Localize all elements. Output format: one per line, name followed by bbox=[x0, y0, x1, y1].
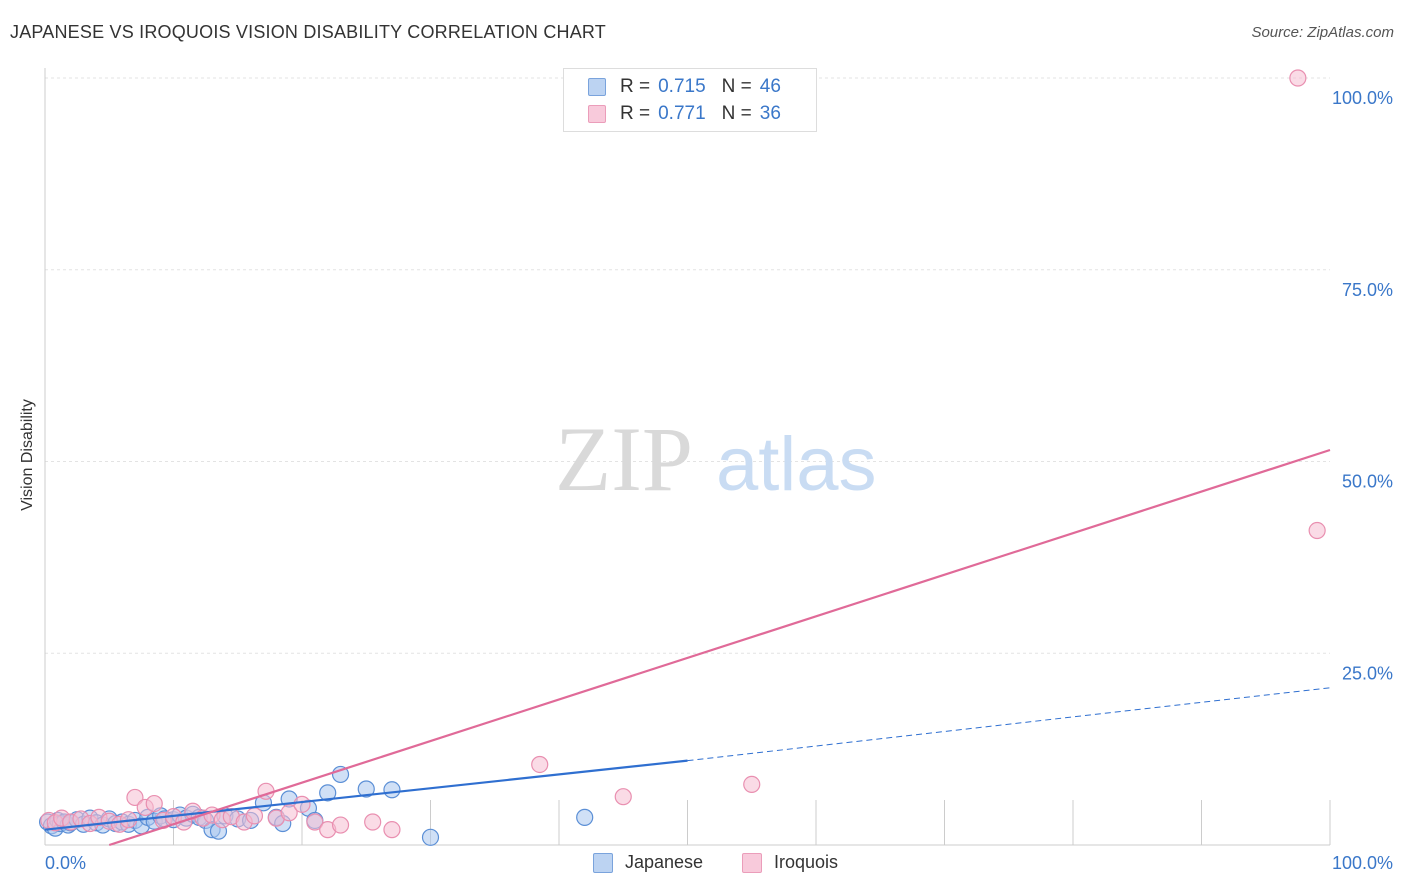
iroquois-point bbox=[743, 775, 761, 794]
trend-lines bbox=[44, 448, 1331, 847]
iroquois-swatch bbox=[588, 105, 606, 123]
r-value: 0.771 bbox=[658, 103, 706, 124]
n-value: 36 bbox=[759, 103, 781, 124]
japanese-trend-line bbox=[44, 759, 688, 831]
japanese-point bbox=[357, 780, 375, 798]
data-points bbox=[38, 69, 1326, 846]
iroquois-point bbox=[1308, 521, 1326, 540]
iroquois-legend-swatch bbox=[742, 852, 762, 873]
japanese-point bbox=[421, 828, 440, 846]
tick-labels: 25.0% 50.0% 75.0% 100.0% 0.0% 100.0% bbox=[45, 88, 1393, 873]
y-axis-label: Vision Disability bbox=[19, 399, 36, 511]
r-value: 0.715 bbox=[658, 76, 706, 97]
n-value: 46 bbox=[759, 76, 781, 97]
iroquois-point bbox=[531, 755, 549, 774]
watermark-atlas: atlas bbox=[716, 422, 877, 507]
iroquois-point bbox=[245, 807, 264, 825]
chart-source: Source: ZipAtlas.com bbox=[1251, 24, 1394, 41]
stats-row-japanese: R = 0.715 N = 46 bbox=[588, 75, 781, 99]
r-label: R = bbox=[620, 103, 651, 124]
japanese-point bbox=[383, 781, 401, 799]
stats-row-iroquois: R = 0.771 N = 36 bbox=[588, 102, 781, 126]
iroquois-point bbox=[383, 821, 401, 839]
iroquois-point bbox=[293, 795, 311, 813]
iroquois-point bbox=[364, 813, 382, 831]
iroquois-point bbox=[306, 813, 324, 831]
legend-item-iroquois: Iroquois bbox=[742, 852, 838, 873]
japanese-trend-extension bbox=[687, 687, 1331, 762]
r-label: R = bbox=[620, 76, 651, 97]
n-label: N = bbox=[721, 76, 752, 97]
x-tick-label: 0.0% bbox=[45, 853, 86, 873]
legend-item-japanese: Japanese bbox=[593, 852, 703, 873]
watermark-zip: ZIP bbox=[555, 408, 693, 510]
legend-label-iroquois: Iroquois bbox=[774, 852, 839, 872]
iroquois-point bbox=[145, 794, 163, 813]
iroquois-point bbox=[280, 804, 298, 822]
japanese-legend-swatch bbox=[593, 852, 613, 873]
n-label: N = bbox=[721, 103, 752, 124]
chart-title: JAPANESE VS IROQUOIS VISION DISABILITY C… bbox=[10, 22, 606, 42]
iroquois-point bbox=[614, 788, 632, 806]
iroquois-trend-line bbox=[108, 448, 1331, 847]
japanese-point bbox=[319, 784, 337, 802]
japanese-point bbox=[576, 808, 594, 826]
stats-legend: R = 0.715 N = 46 R = 0.771 N = 36 bbox=[563, 68, 817, 132]
watermark: ZIP atlas bbox=[555, 408, 877, 510]
y-tick-label: 100.0% bbox=[1332, 88, 1393, 108]
japanese-swatch bbox=[588, 78, 606, 96]
x-tick-label: 100.0% bbox=[1332, 853, 1393, 873]
iroquois-point bbox=[331, 816, 350, 834]
iroquois-point bbox=[126, 788, 144, 807]
iroquois-point bbox=[1289, 69, 1307, 87]
y-tick-label: 50.0% bbox=[1342, 472, 1393, 492]
y-tick-label: 75.0% bbox=[1342, 280, 1393, 300]
series-legend: Japanese Iroquois bbox=[0, 852, 1406, 878]
gridlines bbox=[45, 77, 1330, 654]
y-tick-label: 25.0% bbox=[1342, 663, 1393, 683]
legend-label-japanese: Japanese bbox=[625, 852, 704, 872]
